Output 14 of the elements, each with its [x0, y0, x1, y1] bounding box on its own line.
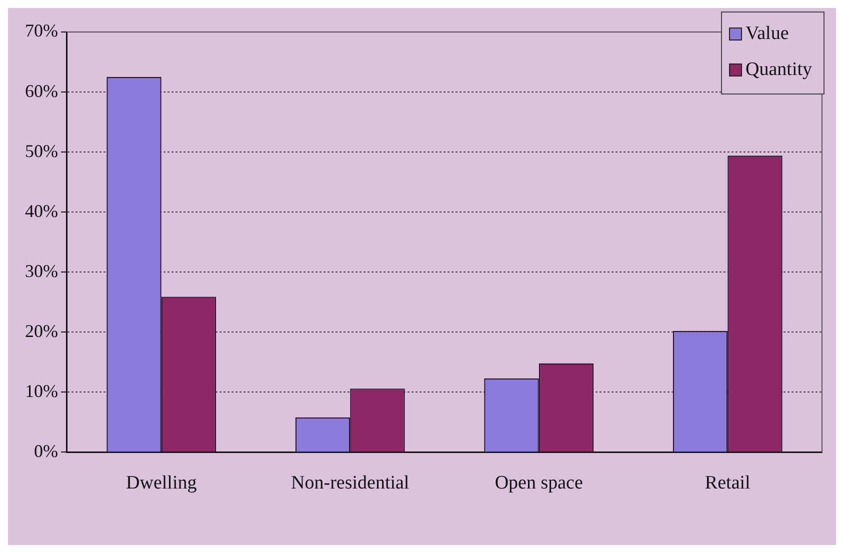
legend-label: Quantity — [746, 58, 812, 80]
x-tick-label: Retail — [704, 472, 750, 494]
x-tick-label: Open space — [494, 472, 583, 494]
y-tick-label: 10% — [24, 380, 58, 401]
y-tick-label: 60% — [24, 80, 58, 101]
y-tick-label: 50% — [24, 140, 58, 161]
x-tick-label: Non-residential — [291, 472, 410, 494]
x-tick-label: Dwelling — [126, 472, 198, 494]
y-tick-label: 40% — [24, 200, 58, 221]
y-tick-label: 20% — [24, 320, 58, 341]
y-tick-label: 70% — [24, 20, 58, 41]
legend-label: Value — [746, 22, 789, 44]
y-tick-label: 30% — [24, 260, 58, 281]
y-tick-label: 0% — [34, 440, 58, 461]
